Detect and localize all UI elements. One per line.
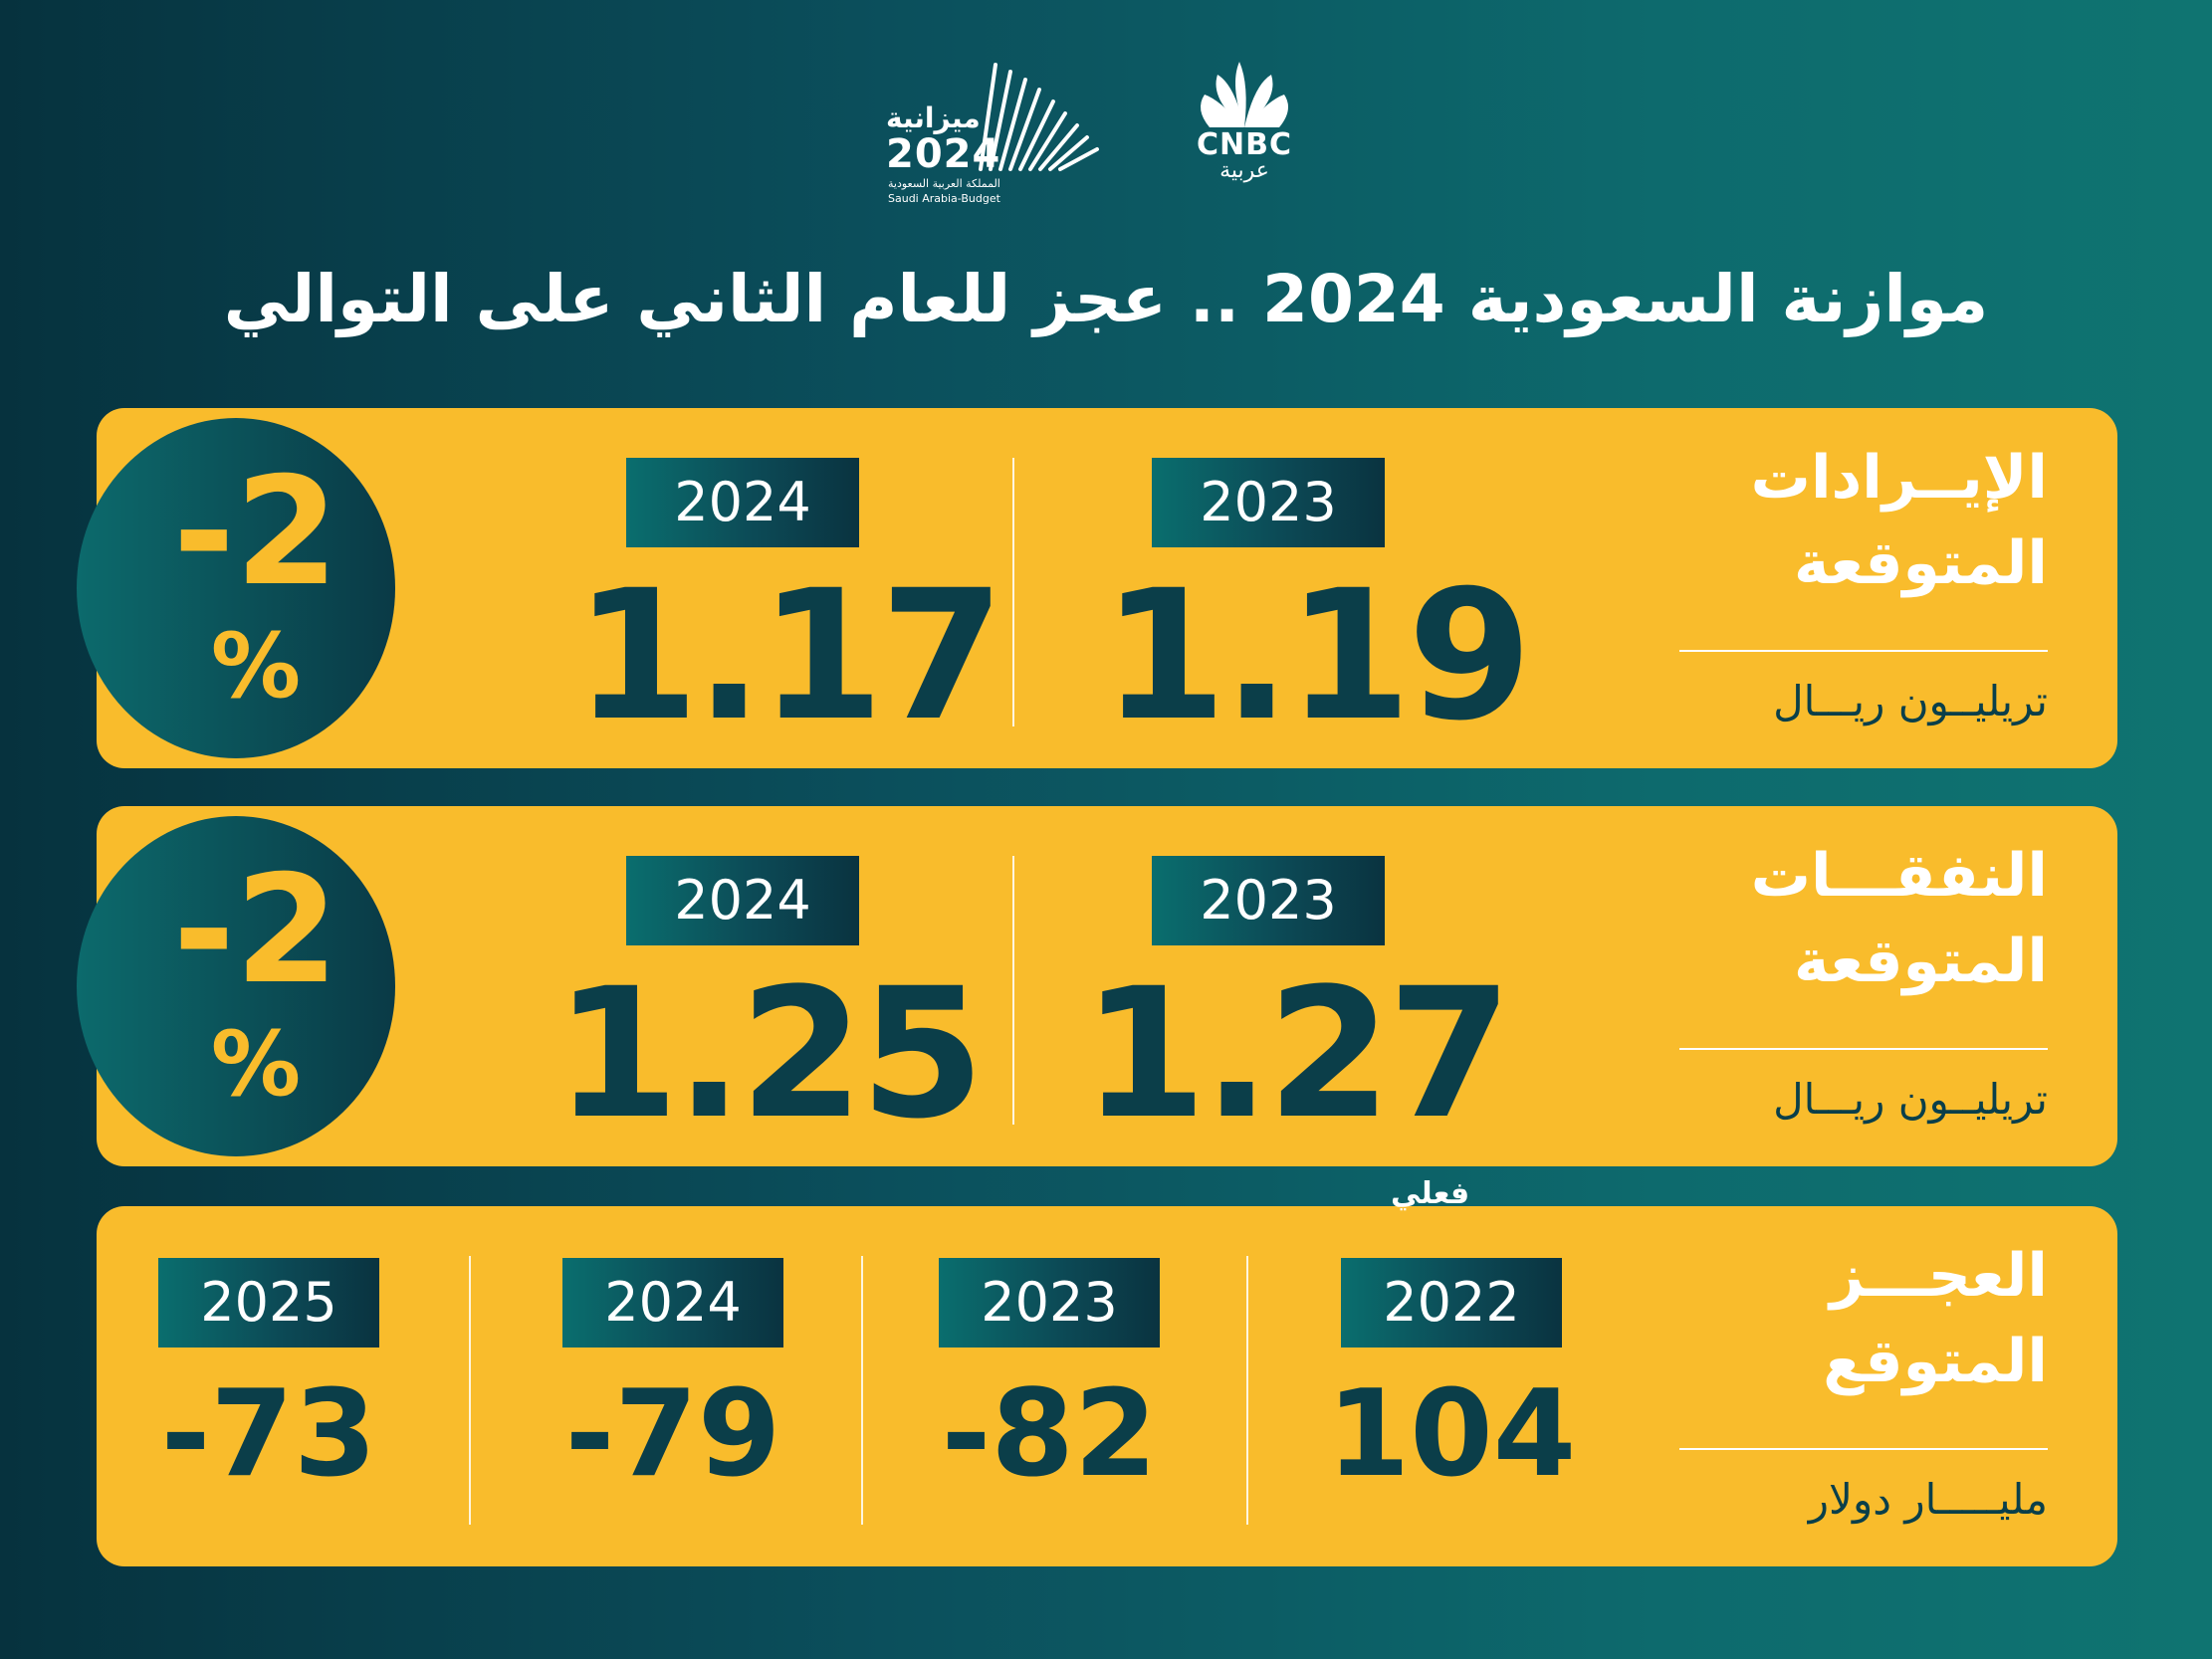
expense-unit: تريليــون ريـــال (1773, 1075, 2048, 1124)
deficit-divider-3 (469, 1256, 471, 1525)
deficit-label-divider (1679, 1448, 2048, 1450)
expense-year-2024-badge: 2024 (626, 856, 859, 945)
deficit-actual-note: فعلي (1391, 1176, 1470, 1211)
deficit-year-2024-badge: 2024 (562, 1258, 783, 1348)
budget-logo-subtitle-en: Saudi Arabia-Budget (888, 192, 1000, 205)
deficit-year-2025-badge: 2025 (158, 1258, 379, 1348)
cnbc-logo-arabic: عربية (1219, 158, 1269, 183)
revenue-value-2023: 1.19 (1102, 552, 1532, 760)
revenue-card: الإيــرادات المتوقعة تريليــون ريـــال 2… (77, 408, 2117, 768)
logo-bar: ميزانية 2024 المملكة العربية السعودية Sa… (0, 60, 2212, 209)
revenue-year-2023-badge: 2023 (1152, 458, 1385, 547)
expense-change-circle: -2 % (77, 816, 395, 1156)
deficit-label-line1: العجـــز (1829, 1241, 2048, 1311)
deficit-value-2023: -82 (941, 1365, 1158, 1504)
deficit-unit: مليـــــار دولار (1808, 1475, 2048, 1524)
expense-label-block: النفقـــات المتوقعة تريليــون ريـــال (1669, 806, 2048, 1166)
deficit-label-line2: المتوقع (1823, 1327, 2048, 1396)
expense-value-2024: 1.25 (554, 950, 985, 1158)
deficit-label-block: العجـــز المتوقع مليـــــار دولار (1669, 1206, 2048, 1566)
revenue-year-2024-badge: 2024 (626, 458, 859, 547)
expense-value-2023: 1.27 (1082, 950, 1512, 1158)
deficit-value-2024: -79 (564, 1365, 781, 1504)
deficit-divider-1 (1246, 1256, 1248, 1525)
budget-logo-rays-icon (979, 63, 1099, 171)
revenue-change-value: -2 (172, 446, 339, 619)
cnbc-logo-text: CNBC (1196, 127, 1292, 162)
deficit-year-2022-badge: 2022 (1341, 1258, 1562, 1348)
deficit-year-2023-badge: 2023 (939, 1258, 1160, 1348)
expense-year-2023-badge: 2023 (1152, 856, 1385, 945)
revenue-label-divider (1679, 650, 2048, 652)
budget-logo-subtitle-ar: المملكة العربية السعودية (888, 177, 1000, 190)
revenue-change-percent-sign: % (210, 614, 302, 719)
budget-logo-arabic: ميزانية (886, 102, 981, 134)
revenue-unit: تريليــون ريـــال (1773, 677, 2048, 726)
revenue-label-line1: الإيــرادات (1750, 443, 2048, 513)
revenue-column-divider (1012, 458, 1014, 726)
expense-change-value: -2 (172, 844, 339, 1017)
revenue-change-circle: -2 % (77, 418, 395, 758)
budget-2024-logo: ميزانية 2024 المملكة العربية السعودية Sa… (876, 60, 1115, 209)
revenue-label-line2: المتوقعة (1794, 528, 2048, 598)
deficit-value-2025: -73 (160, 1365, 377, 1504)
expense-change-percent-sign: % (210, 1012, 302, 1117)
expense-label-divider (1679, 1048, 2048, 1050)
expense-card: النفقـــات المتوقعة تريليــون ريـــال 20… (77, 806, 2117, 1166)
expense-column-divider (1012, 856, 1014, 1125)
deficit-card: العجـــز المتوقع مليـــــار دولار فعلي 2… (97, 1176, 2117, 1566)
revenue-label-block: الإيــرادات المتوقعة تريليــون ريـــال (1669, 408, 2048, 768)
cnbc-peacock-icon (1201, 62, 1288, 127)
expense-label-line1: النفقـــات (1750, 841, 2048, 911)
expense-label-line2: المتوقعة (1794, 927, 2048, 996)
page-title: موازنة السعودية 2024 .. عجز للعام الثاني… (223, 261, 1989, 337)
revenue-value-2024: 1.17 (574, 552, 1004, 760)
cnbc-arabia-logo: CNBC عربية (1165, 60, 1324, 209)
deficit-divider-2 (861, 1256, 863, 1525)
deficit-value-2022: 104 (1326, 1365, 1577, 1504)
